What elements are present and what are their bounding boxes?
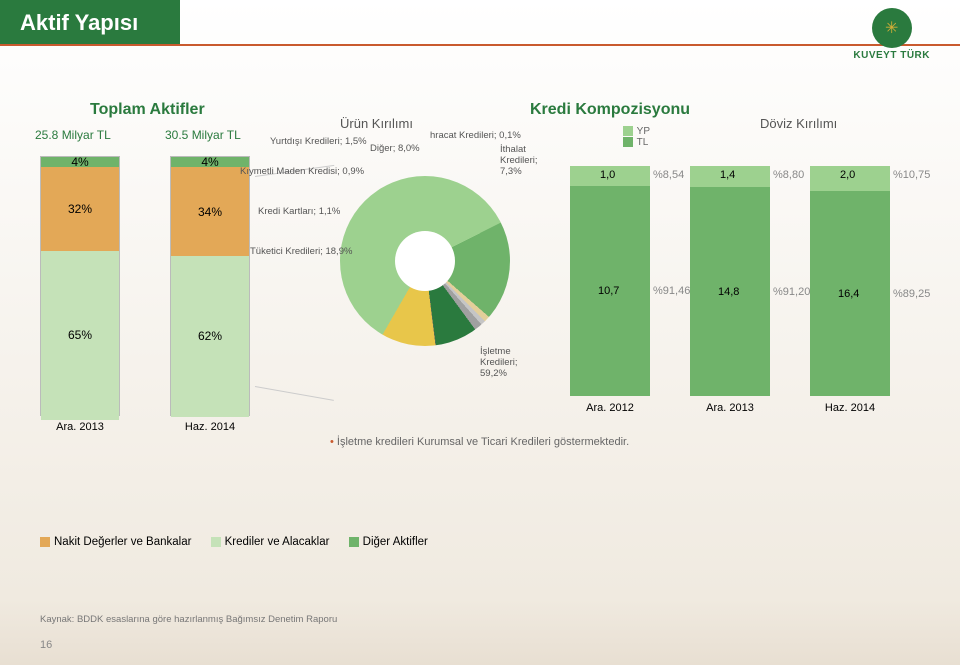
currency-bar	[810, 166, 890, 396]
value-label: %91,46	[653, 285, 690, 297]
footnote-text: İşletme kredileri Kurumsal ve Ticari Kre…	[337, 436, 629, 448]
pie-donut	[340, 176, 510, 346]
legend-label: Nakit Değerler ve Bankalar	[54, 536, 191, 548]
logo-icon: ✳	[872, 8, 912, 48]
legend-label: Diğer Aktifler	[363, 536, 428, 548]
bar-total-label: 25.8 Milyar TL	[35, 128, 111, 142]
bar-segment: 65%	[41, 251, 119, 420]
page-title-bar: Aktif Yapısı	[0, 0, 180, 46]
bullet-icon: •	[330, 436, 334, 448]
pie-label: Kredi Kartları; 1,1%	[258, 206, 340, 217]
bar-x-label: Ara. 2013	[40, 421, 120, 433]
value-label: %8,80	[773, 169, 804, 181]
legend-item: Diğer Aktifler	[349, 536, 428, 548]
bar-total-label: 30.5 Milyar TL	[165, 128, 241, 142]
pie-label: Diğer; 8,0%	[370, 143, 420, 154]
legend-swatch	[623, 137, 633, 147]
pie-label: Yurtdışı Kredileri; 1,5%	[270, 136, 367, 147]
value-label: 1,4	[720, 169, 735, 181]
legend-item: Nakit Değerler ve Bankalar	[40, 536, 191, 548]
pie-label: İthalat Kredileri; 7,3%	[500, 144, 540, 177]
currency-bar	[570, 166, 650, 396]
legend-swatch	[211, 537, 221, 547]
bar-segment: 62%	[171, 256, 249, 417]
pie-hole	[395, 231, 455, 291]
main-legend: Nakit Değerler ve Bankalar Krediler ve A…	[40, 536, 444, 548]
value-label: 10,7	[598, 285, 619, 297]
legend-swatch	[40, 537, 50, 547]
legend-swatch	[623, 126, 633, 136]
guide-line	[255, 386, 334, 401]
content-area: Toplam Aktifler Ürün Kırılımı Kredi Komp…	[0, 46, 960, 606]
bar-segment: 4%	[171, 157, 249, 167]
value-label: %91,20	[773, 286, 810, 298]
bar-x-label: Haz. 2014	[810, 402, 890, 414]
currency-title: Döviz Kırılımı	[760, 116, 837, 131]
legend-item: Krediler ve Alacaklar	[211, 536, 330, 548]
stacked-bar: 4%32%65%	[40, 156, 120, 416]
footnote: • İşletme kredileri Kurumsal ve Ticari K…	[330, 436, 629, 448]
bar-segment: 32%	[41, 167, 119, 250]
bar-x-label: Ara. 2013	[690, 402, 770, 414]
value-label: %10,75	[893, 169, 930, 181]
legend-label: TL	[637, 137, 649, 148]
legend-swatch	[349, 537, 359, 547]
pie-label: Kıymetli Maden Kredisi; 0,9%	[240, 166, 364, 177]
source-text: Kaynak: BDDK esaslarına göre hazırlanmış…	[40, 614, 337, 625]
value-label: 1,0	[600, 169, 615, 181]
totals-title: Toplam Aktifler	[90, 101, 205, 119]
pie-label: Tüketici Kredileri; 18,9%	[250, 246, 352, 257]
legend-label: YP	[637, 126, 650, 137]
pie-label: İşletme Kredileri; 59,2%	[480, 346, 540, 379]
bar-x-label: Ara. 2012	[570, 402, 650, 414]
pie-label: hracat Kredileri; 0,1%	[430, 130, 521, 141]
value-label: 16,4	[838, 288, 859, 300]
bar-segment: 4%	[41, 157, 119, 167]
value-label: 14,8	[718, 286, 739, 298]
legend-label: Krediler ve Alacaklar	[225, 536, 330, 548]
value-label: %8,54	[653, 169, 684, 181]
page-number: 16	[40, 639, 52, 651]
bar-x-label: Haz. 2014	[170, 421, 250, 433]
currency-bar	[690, 166, 770, 396]
kredi-title: Kredi Kompozisyonu	[530, 101, 690, 119]
currency-chart: YP TL 1,0%8,5410,7%91,46Ara. 20121,4%8,8…	[570, 136, 930, 436]
pie-title: Ürün Kırılımı	[340, 116, 413, 131]
value-label: 2,0	[840, 169, 855, 181]
page-title: Aktif Yapısı	[20, 10, 138, 35]
currency-legend: YP TL	[623, 126, 650, 148]
bar-segment: 34%	[171, 167, 249, 255]
value-label: %89,25	[893, 288, 930, 300]
stacked-bar: 4%34%62%	[170, 156, 250, 416]
